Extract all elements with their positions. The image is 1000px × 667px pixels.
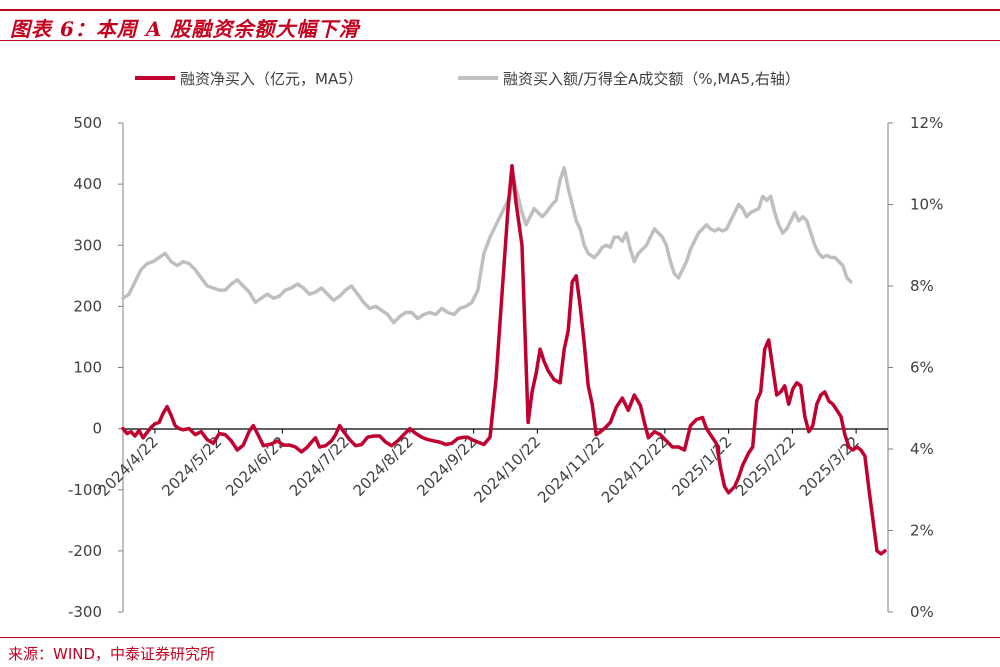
left-tick-label: 0 [92,420,102,438]
right-tick-label: 12% [910,114,943,132]
x-tick-label: 2024/8/22 [350,433,417,500]
series-layer [121,164,887,556]
right-tick-label: 2% [910,522,934,540]
left-tick-label: -100 [68,481,102,499]
x-tick-label: 2024/11/22 [534,433,608,507]
chart-title: 图表 6：本周 A 股融资余额大幅下滑 [10,17,360,41]
left-tick-label: -200 [68,542,102,560]
legend-label-ratio: 融资买入额/万得全A成交额（%,MA5,右轴） [503,70,800,88]
right-tick-label: 0% [910,603,934,621]
right-tick-label: 6% [910,359,934,377]
left-tick-label: 400 [73,175,102,193]
series-ratio-line [121,166,853,325]
title-top-rule [0,9,1000,11]
left-tick-label: 200 [73,297,102,315]
title-bottom-rule [0,40,1000,41]
right-tick-label: 8% [910,277,934,295]
left-tick-label: 300 [73,236,102,254]
left-tick-label: 500 [73,114,102,132]
left-axis-ticks: -300 -200 -100 0 100 200 300 400 500 [68,114,123,621]
right-axis-ticks: 0% 2% 4% 6% 8% 10% 12% [888,114,943,621]
legend-label-net-buy: 融资净买入（亿元，MA5） [180,70,363,88]
left-tick-label: -300 [68,603,102,621]
series-net-buy-line [121,164,887,556]
legend: 融资净买入（亿元，MA5） 融资买入额/万得全A成交额（%,MA5,右轴） [135,70,800,88]
x-tick-label: 2025/3/22 [796,433,863,500]
x-tick-label: 2024/12/22 [598,433,672,507]
right-tick-label: 4% [910,440,934,458]
source-rule [0,637,1000,638]
source-note: 来源：WIND，中泰证券研究所 [8,645,216,663]
right-tick-label: 10% [910,196,943,214]
left-tick-label: 100 [73,359,102,377]
x-tick-label: 2024/4/22 [95,433,162,500]
